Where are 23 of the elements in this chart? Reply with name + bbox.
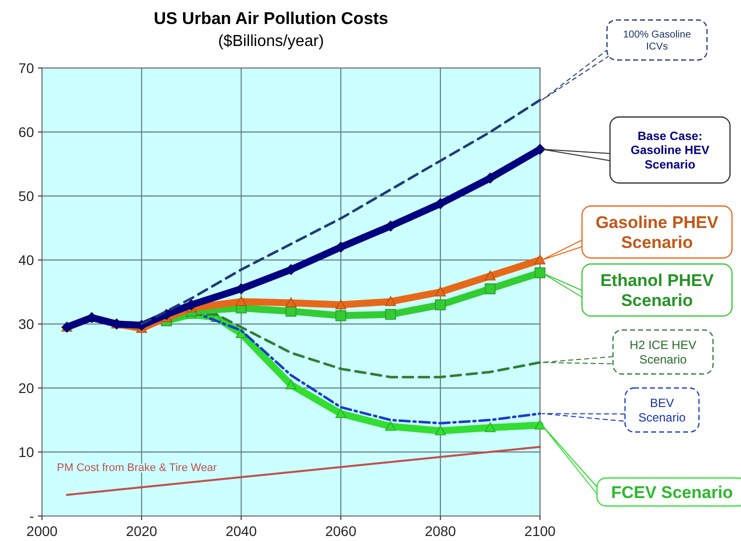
text: Base Case: Gasoline HEV Scenario (630, 128, 710, 172)
x-tick-label: 2040 (226, 523, 257, 539)
legend-label: Ethanol PHEV Scenario (600, 270, 714, 310)
y-tick-label: 40 (18, 252, 34, 268)
y-tick-label: - (29, 508, 34, 524)
y-tick-label: 20 (18, 380, 34, 396)
text: H2 ICE HEV Scenario (630, 338, 696, 366)
text: BEV Scenario (638, 396, 686, 424)
text: FCEV Scenario (611, 482, 733, 502)
chart-subtitle: ($Billions/year) (218, 33, 324, 50)
chart-title: US Urban Air Pollution Costs (154, 9, 388, 28)
y-tick-label: 50 (18, 188, 34, 204)
y-tick-label: 10 (18, 444, 34, 460)
y-tick-label: 30 (18, 316, 34, 332)
text: Gasoline PHEV Scenario (596, 212, 720, 252)
x-tick-label: 2020 (126, 523, 158, 539)
x-tick-label: 2000 (26, 523, 58, 539)
text: 100% Gasoline ICVs (623, 30, 692, 52)
x-tick-label: 2080 (424, 523, 456, 539)
y-tick-label: 70 (18, 60, 34, 76)
x-tick-label: 2060 (325, 523, 357, 539)
y-tick-label: 60 (18, 124, 34, 140)
x-tick-label: 2100 (524, 523, 556, 539)
